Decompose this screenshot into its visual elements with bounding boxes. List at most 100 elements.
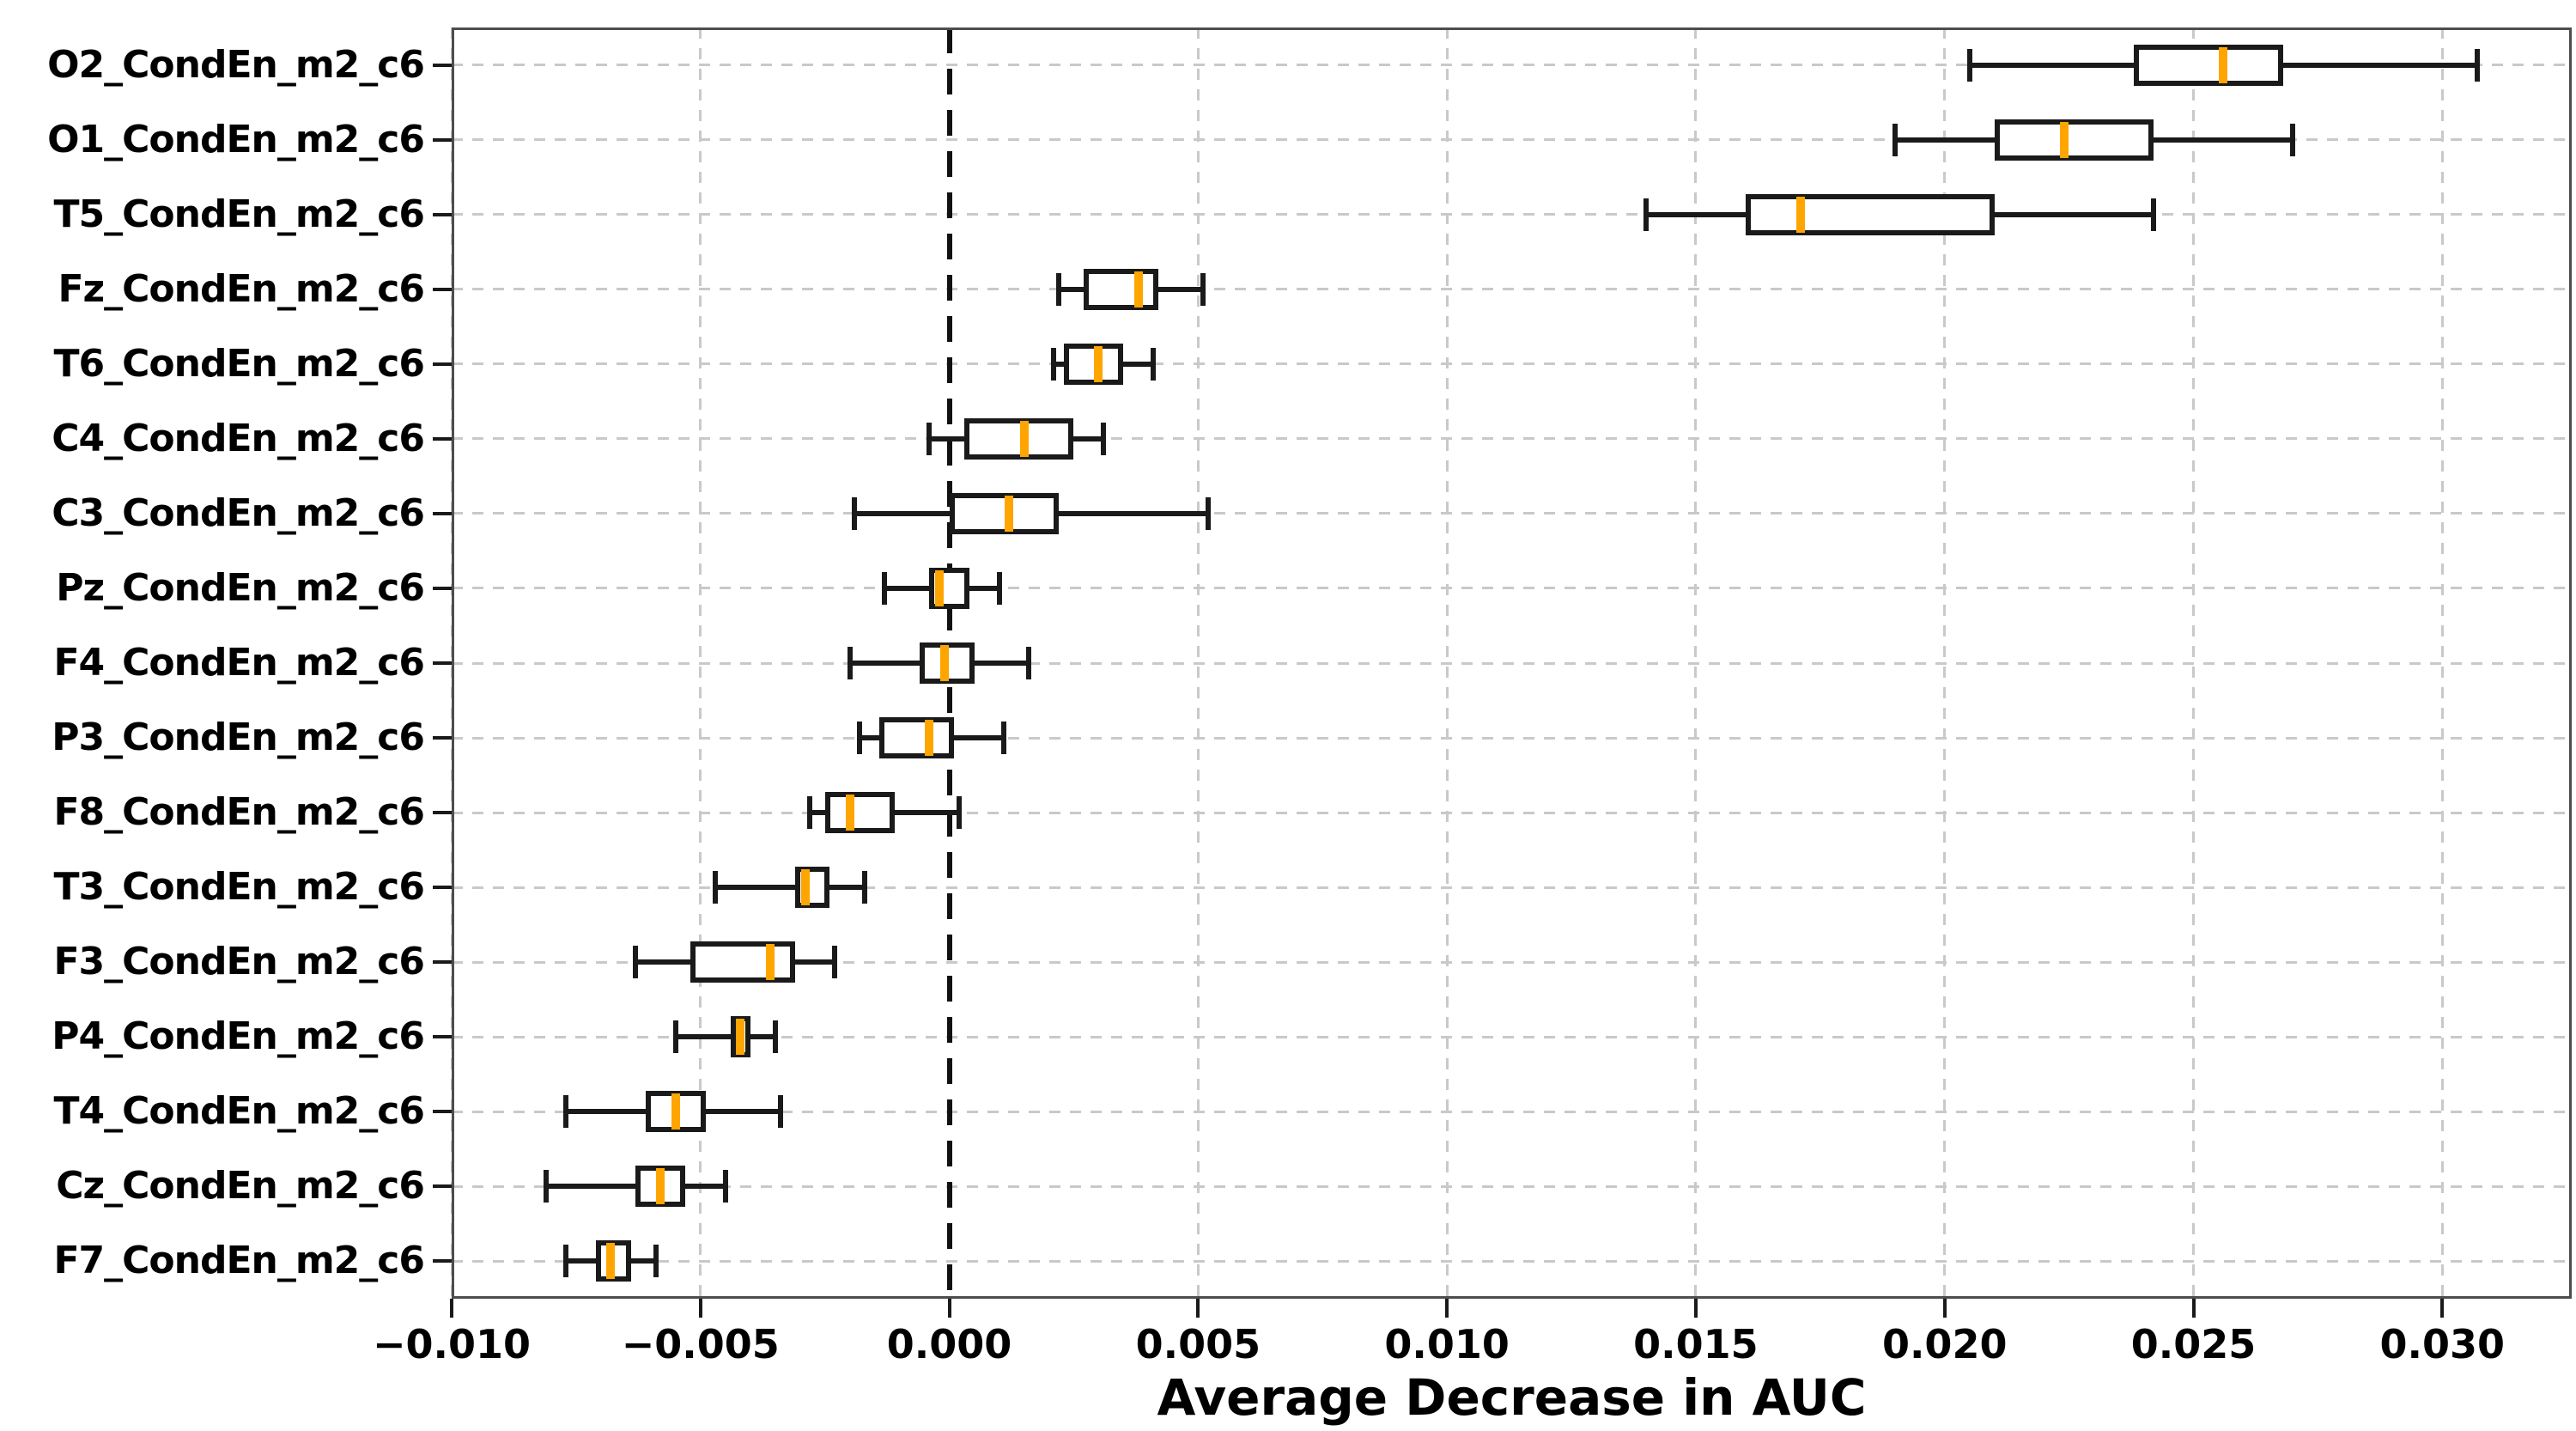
whisker-line <box>546 1184 726 1190</box>
y-tick-mark <box>433 1184 452 1189</box>
iqr-box <box>2133 44 2283 86</box>
x-tick-label: 0.020 <box>1881 1321 2008 1367</box>
y-tick-label: Pz_CondEn_m2_c6 <box>56 565 425 610</box>
median-line <box>606 1243 616 1280</box>
whisker-cap-high <box>772 1020 778 1054</box>
y-tick-label: P4_CondEn_m2_c6 <box>52 1014 425 1059</box>
iqr-box <box>963 417 1074 460</box>
y-tick-mark <box>433 736 452 740</box>
y-tick-label: O2_CondEn_m2_c6 <box>47 42 425 87</box>
whisker-line <box>715 885 866 891</box>
y-tick-mark <box>433 212 452 216</box>
whisker-cap-high <box>957 796 963 830</box>
y-tick-label: T5_CondEn_m2_c6 <box>53 192 425 236</box>
horizontal-gridline <box>452 1259 2572 1263</box>
x-tick-mark <box>450 1299 453 1318</box>
whisker-cap-low <box>847 647 853 679</box>
whisker-cap-low <box>1643 198 1649 231</box>
whisker-cap-high <box>1001 722 1007 755</box>
horizontal-gridline <box>452 886 2572 889</box>
whisker-cap-low <box>807 796 813 830</box>
median-line <box>939 645 949 681</box>
y-tick-mark <box>433 362 452 366</box>
whisker-cap-high <box>777 1095 783 1129</box>
y-tick-label: F3_CondEn_m2_c6 <box>53 940 425 984</box>
y-tick-mark <box>433 811 452 815</box>
y-tick-mark <box>433 137 452 142</box>
y-tick-mark <box>433 661 452 665</box>
horizontal-gridline <box>452 512 2572 515</box>
whisker-cap-high <box>996 571 1002 605</box>
y-tick-mark <box>433 886 452 890</box>
median-line <box>1094 345 1103 382</box>
y-tick-label: T3_CondEn_m2_c6 <box>53 865 425 910</box>
whisker-cap-high <box>832 946 838 979</box>
y-tick-mark <box>433 436 452 441</box>
x-tick-label: 0.015 <box>1633 1321 1759 1367</box>
whisker-cap-low <box>857 722 863 755</box>
x-axis-title: Average Decrease in AUC <box>1157 1368 1867 1427</box>
whisker-cap-low <box>882 571 888 605</box>
whisker-cap-low <box>672 1020 678 1054</box>
x-tick-label: 0.025 <box>2130 1321 2257 1367</box>
horizontal-gridline <box>452 1110 2572 1113</box>
x-tick-mark <box>2440 1299 2445 1318</box>
y-tick-label: T6_CondEn_m2_c6 <box>53 341 425 386</box>
x-tick-label: 0.030 <box>2379 1321 2506 1367</box>
whisker-cap-high <box>1101 422 1107 455</box>
median-line <box>656 1168 665 1205</box>
whisker-cap-low <box>544 1170 550 1203</box>
iqr-box <box>1063 343 1124 385</box>
horizontal-gridline <box>452 1035 2572 1038</box>
median-line <box>765 944 775 981</box>
median-line <box>800 869 810 906</box>
median-line <box>1133 271 1143 308</box>
whisker-cap-low <box>563 1245 569 1278</box>
y-tick-label: F4_CondEn_m2_c6 <box>53 641 425 685</box>
whisker-cap-high <box>862 871 868 904</box>
whisker-cap-low <box>1966 48 1972 82</box>
horizontal-gridline <box>452 64 2572 67</box>
x-tick-label: −0.010 <box>372 1321 532 1367</box>
median-line <box>2219 46 2228 83</box>
y-tick-label: T4_CondEn_m2_c6 <box>53 1089 425 1134</box>
median-line <box>845 795 854 831</box>
y-tick-label: F7_CondEn_m2_c6 <box>53 1239 425 1283</box>
x-tick-mark <box>1693 1299 1698 1318</box>
iqr-box <box>879 717 955 759</box>
x-tick-label: 0.010 <box>1384 1321 1510 1367</box>
median-line <box>925 720 934 757</box>
whisker-line <box>675 1034 775 1040</box>
y-tick-mark <box>433 960 452 965</box>
horizontal-gridline <box>452 437 2572 441</box>
whisker-cap-high <box>653 1245 659 1278</box>
iqr-box <box>1084 268 1158 310</box>
median-line <box>736 1019 745 1056</box>
y-tick-label: C3_CondEn_m2_c6 <box>52 490 425 535</box>
horizontal-gridline <box>452 960 2572 964</box>
whisker-cap-low <box>1056 272 1062 306</box>
whisker-cap-low <box>563 1095 569 1129</box>
whisker-cap-low <box>1892 123 1898 156</box>
median-line <box>1795 196 1805 233</box>
horizontal-gridline <box>452 811 2572 814</box>
horizontal-gridline <box>452 288 2572 291</box>
whisker-cap-low <box>1051 347 1057 381</box>
y-tick-mark <box>433 63 452 67</box>
y-tick-label: Fz_CondEn_m2_c6 <box>58 266 425 311</box>
iqr-box <box>949 492 1060 534</box>
horizontal-gridline <box>452 362 2572 366</box>
y-tick-label: O1_CondEn_m2_c6 <box>47 117 425 161</box>
horizontal-gridline <box>452 1184 2572 1188</box>
x-tick-label: 0.005 <box>1135 1321 1261 1367</box>
horizontal-gridline <box>452 661 2572 665</box>
horizontal-gridline <box>452 736 2572 740</box>
whisker-cap-low <box>852 496 858 530</box>
x-tick-mark <box>1445 1299 1449 1318</box>
whisker-cap-high <box>1026 647 1032 679</box>
x-tick-mark <box>1196 1299 1200 1318</box>
whisker-cap-high <box>722 1170 728 1203</box>
x-tick-label: −0.005 <box>621 1321 780 1367</box>
whisker-cap-high <box>2290 123 2296 156</box>
y-tick-label: C4_CondEn_m2_c6 <box>52 416 425 460</box>
